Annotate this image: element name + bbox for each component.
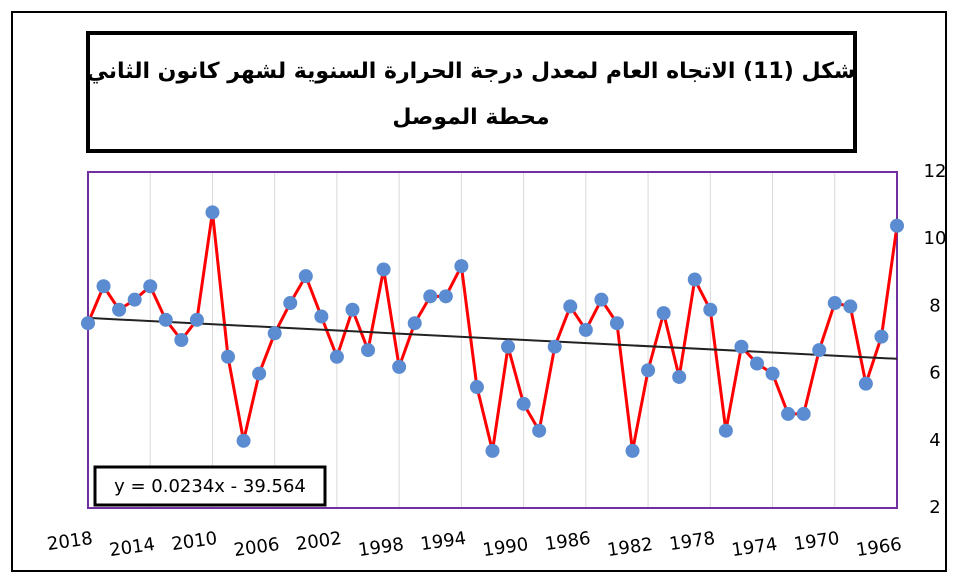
x-tick-label: 1978 xyxy=(668,528,716,555)
data-point xyxy=(765,366,780,381)
data-point xyxy=(578,322,593,337)
data-point xyxy=(81,316,95,331)
data-point xyxy=(314,309,329,324)
data-point xyxy=(236,433,251,448)
y-tick-label: 8 xyxy=(929,295,940,316)
data-point xyxy=(890,218,904,233)
data-point xyxy=(267,326,282,341)
data-point xyxy=(112,302,127,317)
trendline xyxy=(87,316,898,360)
data-point xyxy=(158,312,173,327)
y-tick-label: 10 xyxy=(924,228,947,249)
data-point xyxy=(96,279,111,294)
data-point xyxy=(781,406,796,421)
chart-subtitle: محطة الموصل xyxy=(392,105,549,130)
data-point xyxy=(252,366,267,381)
y-tick-label: 2 xyxy=(929,497,940,518)
data-point xyxy=(858,376,873,391)
data-point xyxy=(361,343,376,358)
data-point xyxy=(174,333,189,347)
data-point xyxy=(127,292,142,307)
y-tick-label: 4 xyxy=(929,430,940,451)
data-point xyxy=(641,363,656,378)
equation-box xyxy=(93,465,327,507)
data-point xyxy=(376,262,391,277)
data-point xyxy=(563,299,578,314)
data-point xyxy=(454,259,469,274)
data-point xyxy=(812,343,827,358)
x-tick-label: 2002 xyxy=(295,528,343,555)
data-point xyxy=(189,312,204,327)
data-point xyxy=(407,316,422,331)
chart-title: شكل (11) الاتجاه العام لمعدل درجة الحرار… xyxy=(86,59,855,84)
x-tick-label: 1966 xyxy=(855,534,903,561)
x-tick-label: 1974 xyxy=(730,534,778,561)
x-tick-label: 1990 xyxy=(481,534,529,561)
data-point xyxy=(687,272,702,287)
data-point xyxy=(796,406,811,421)
data-point xyxy=(749,356,764,371)
y-tick-label: 6 xyxy=(929,363,940,384)
outer-frame xyxy=(11,11,947,572)
x-tick-label: 1970 xyxy=(793,528,841,555)
series-line xyxy=(86,210,899,453)
data-point xyxy=(516,396,531,411)
data-point xyxy=(532,423,547,438)
data-point xyxy=(469,380,484,395)
data-point xyxy=(656,306,671,321)
x-tick-label: 1994 xyxy=(419,528,467,555)
data-point xyxy=(298,269,313,284)
x-tick-label: 1986 xyxy=(544,528,592,555)
x-tick-label: 1982 xyxy=(606,534,654,561)
data-point xyxy=(485,443,500,458)
x-tick-label: 2010 xyxy=(170,528,218,555)
data-point xyxy=(547,339,562,354)
data-point xyxy=(609,316,624,331)
data-point xyxy=(423,289,438,304)
data-point xyxy=(594,292,609,307)
data-point xyxy=(703,302,718,317)
data-point xyxy=(827,296,842,311)
data-point xyxy=(143,279,158,294)
x-tick-label: 1998 xyxy=(357,534,405,561)
data-point xyxy=(438,289,453,304)
x-tick-label: 2006 xyxy=(232,534,280,561)
x-tick-label: 2014 xyxy=(108,534,156,561)
equation: y = 0.0234x - 39.564 xyxy=(114,476,306,497)
data-point xyxy=(205,205,220,220)
plot-frame xyxy=(87,171,898,509)
data-point xyxy=(874,329,889,344)
data-point xyxy=(392,359,407,374)
data-point xyxy=(734,339,749,354)
x-tick-label: 2018 xyxy=(46,528,94,555)
y-tick-label: 12 xyxy=(924,161,947,182)
data-point xyxy=(843,299,858,314)
data-point xyxy=(672,369,687,384)
data-point xyxy=(329,349,344,364)
title-box xyxy=(86,31,857,153)
data-point xyxy=(221,349,236,364)
data-point xyxy=(345,302,360,317)
data-point xyxy=(283,296,298,311)
data-point xyxy=(501,339,516,354)
data-point xyxy=(718,423,733,438)
data-point xyxy=(625,443,640,458)
